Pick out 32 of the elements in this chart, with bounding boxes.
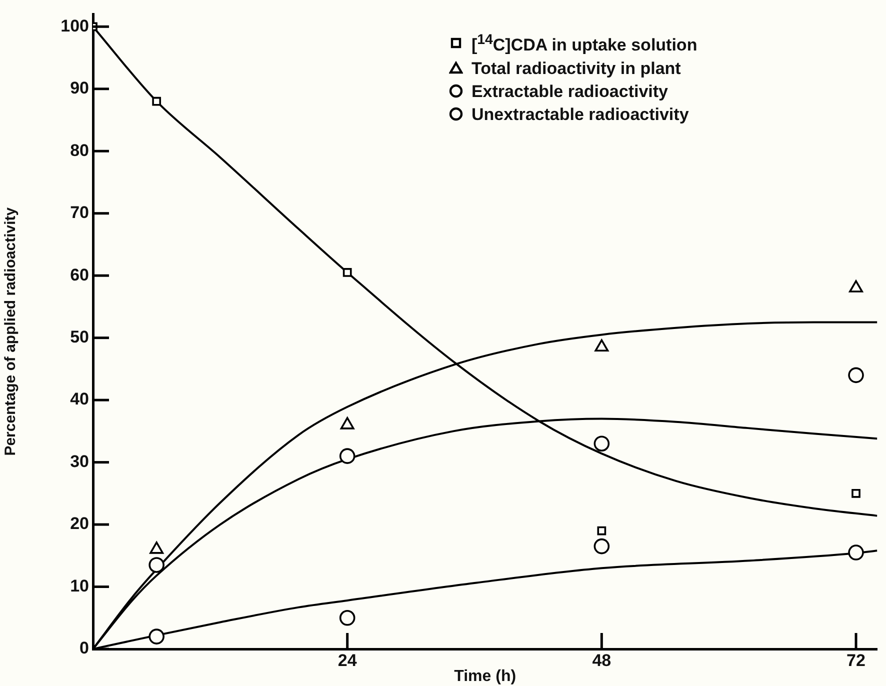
y-tick-label: 10 bbox=[70, 576, 89, 596]
x-tick-label: 48 bbox=[592, 650, 612, 670]
point bbox=[848, 544, 864, 560]
legend-label: Unextractable radioactivity bbox=[471, 104, 689, 126]
y-tick-label: 70 bbox=[70, 203, 89, 222]
y-tick-label: 40 bbox=[70, 390, 89, 409]
point bbox=[339, 448, 356, 464]
point bbox=[339, 610, 356, 626]
y-tick-label: 80 bbox=[70, 140, 89, 160]
point bbox=[848, 367, 864, 384]
y-tick-label: 50 bbox=[70, 328, 89, 347]
legend-label: Extractable radioactivity bbox=[471, 80, 668, 103]
point bbox=[594, 538, 610, 554]
point bbox=[597, 526, 606, 536]
point bbox=[148, 557, 164, 573]
y-tick-label: 100 bbox=[60, 16, 89, 36]
y-axis-title: Percentage of applied radioactivity bbox=[2, 206, 20, 456]
legend-label: Total radioactivity in plant bbox=[471, 58, 681, 80]
y-tick-label: 60 bbox=[70, 265, 89, 284]
y-tick-label: 0 bbox=[80, 638, 89, 658]
point bbox=[152, 96, 162, 106]
point bbox=[852, 488, 860, 498]
x-tick-label: 24 bbox=[338, 650, 358, 670]
x-tick-label: 72 bbox=[846, 650, 866, 670]
point bbox=[594, 436, 610, 452]
y-tick-label: 30 bbox=[70, 452, 89, 471]
x-axis-title: Time (h) bbox=[454, 668, 516, 685]
y-tick-label: 20 bbox=[70, 514, 89, 534]
point bbox=[342, 268, 352, 277]
point bbox=[148, 628, 164, 644]
y-tick-label: 90 bbox=[70, 78, 89, 98]
legend-label: [$^{14}$C]CDA in uptake solution bbox=[471, 31, 698, 57]
